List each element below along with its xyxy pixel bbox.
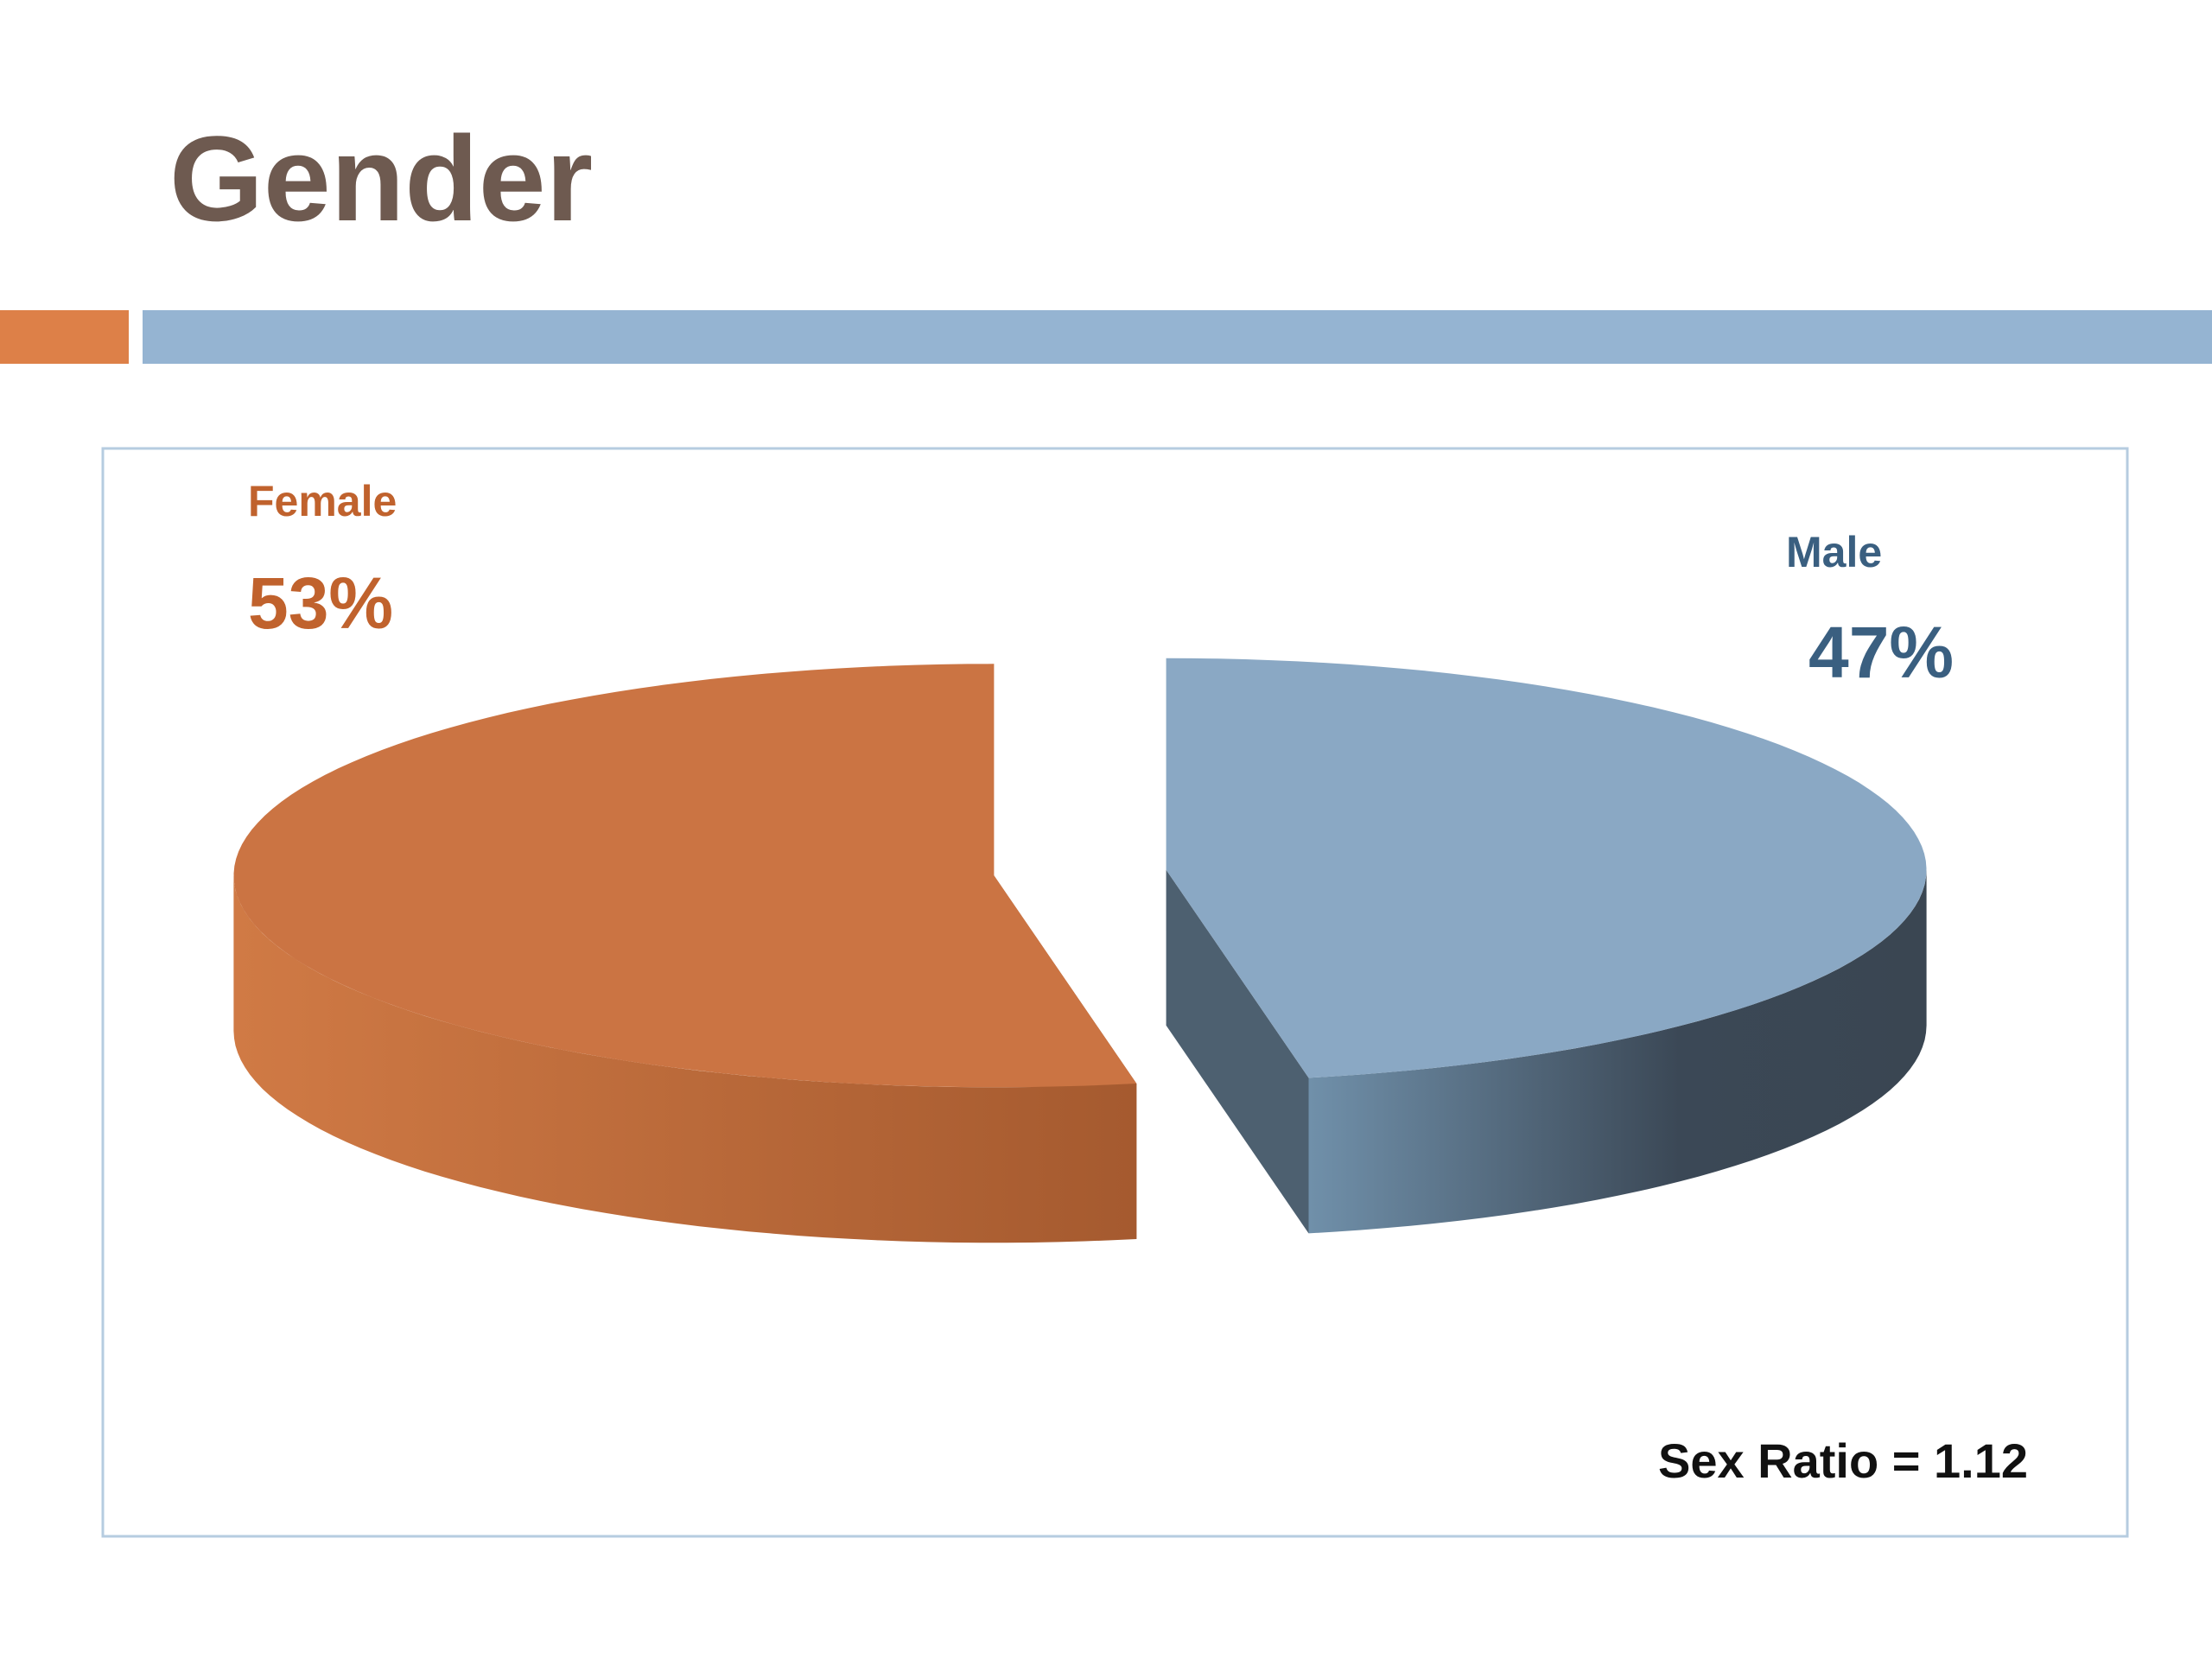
slice — [1166, 658, 1927, 1078]
header-bar — [143, 310, 2212, 364]
slice-side — [233, 875, 1137, 1243]
chart-frame — [101, 447, 2129, 1538]
legend-label: Female — [248, 477, 397, 525]
slice — [233, 664, 1137, 1088]
accent-bar — [0, 310, 129, 364]
annotation: Sex Ratio = 1.12 — [1658, 1433, 2028, 1488]
data-label: 53% — [248, 563, 393, 644]
slide-title: Gender — [169, 111, 593, 246]
slice-side — [1308, 869, 1927, 1234]
pie — [233, 658, 1927, 1243]
slice-wall — [1166, 869, 1309, 1234]
legend-label: Male — [1786, 528, 1882, 576]
data-label: 47% — [1808, 612, 1954, 693]
